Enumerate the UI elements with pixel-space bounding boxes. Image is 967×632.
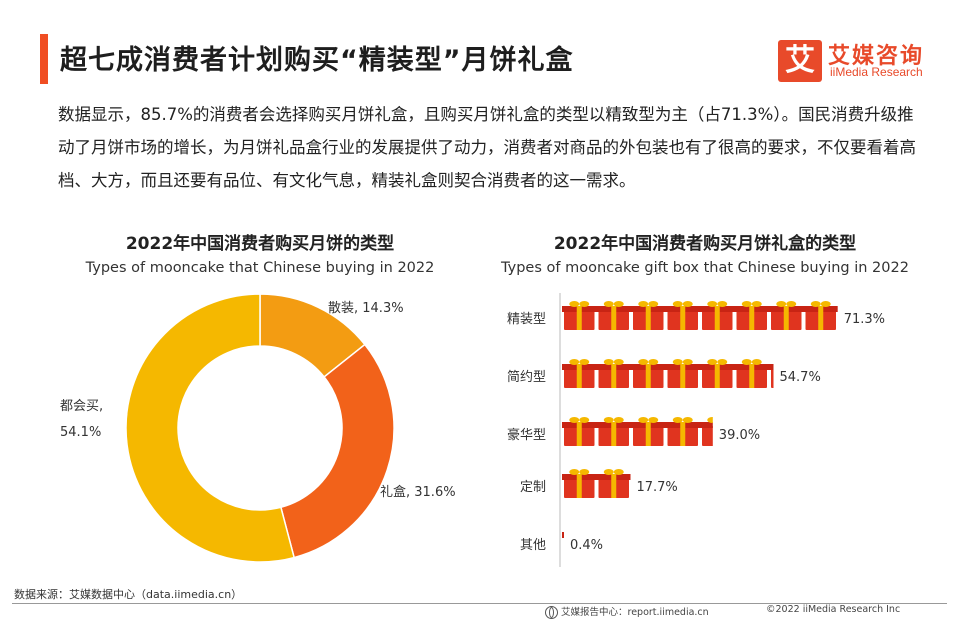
footer-divider <box>12 603 947 604</box>
donut-slice-1 <box>279 343 395 559</box>
brand-logo: 艾 艾媒咨询 iiMedia Research <box>778 36 948 86</box>
bar-category-label-3: 定制 <box>520 480 546 495</box>
bar-value-label-0: 71.3% <box>844 312 885 327</box>
donut-label-both-value: 54.1% <box>60 425 101 440</box>
bar-4 <box>562 532 564 538</box>
logo-mark-icon: 艾 <box>778 40 822 82</box>
bar-chart-title: 2022年中国消费者购买月饼礼盒的类型 <box>553 234 857 254</box>
bar-category-label-2: 豪华型 <box>507 427 546 443</box>
description-paragraph: 数据显示，85.7%的消费者会选择购买月饼礼盒，且购买月饼礼盒的类型以精致型为主… <box>58 105 916 190</box>
bar-3 <box>562 469 631 498</box>
bar-0 <box>562 301 838 330</box>
bar-value-label-3: 17.7% <box>636 480 677 495</box>
donut-chart: 散装, 14.3% 礼盒, 31.6% 都会买, 54.1% <box>60 293 456 563</box>
bar-chart-subtitle: Types of mooncake gift box that Chinese … <box>501 260 909 276</box>
donut-label-both-name: 都会买, <box>60 399 103 414</box>
bar-value-label-4: 0.4% <box>570 538 603 553</box>
donut-label-bulk: 散装, 14.3% <box>328 301 404 316</box>
bar-value-label-2: 39.0% <box>719 428 760 443</box>
logo-text-cn: 艾媒咨询 <box>828 44 925 69</box>
donut-chart-subtitle: Types of mooncake that Chinese buying in… <box>85 260 435 276</box>
globe-icon <box>545 606 558 619</box>
bar-1 <box>562 359 774 388</box>
bar-value-label-1: 54.7% <box>780 370 821 385</box>
copyright: ©2022 iiMedia Research Inc <box>766 604 901 615</box>
bar-category-label-1: 简约型 <box>507 369 546 385</box>
donut-chart-title: 2022年中国消费者购买月饼的类型 <box>125 234 395 254</box>
page-title: 超七成消费者计划购买“精装型”月饼礼盒 <box>60 45 574 76</box>
bar-category-label-4: 其他 <box>520 538 546 553</box>
report-center-link[interactable]: 艾媒报告中心：report.iimedia.cn <box>545 604 709 619</box>
data-source: 数据来源：艾媒数据中心（data.iimedia.cn） <box>14 588 243 601</box>
logo-text-en: iiMedia Research <box>830 65 923 79</box>
gift-box-bar-chart: 精装型 71.3% 简约型 54.7% 豪华型 39.0% 定制 17.7% 其他 0.4% <box>507 293 885 567</box>
title-accent-bar <box>40 34 48 84</box>
report-center-text: 艾媒报告中心：report.iimedia.cn <box>561 607 709 618</box>
donut-label-giftbox: 礼盒, 31.6% <box>380 484 456 500</box>
bar-2 <box>562 417 713 446</box>
bar-category-label-0: 精装型 <box>507 312 546 327</box>
donut-slice-2 <box>125 293 296 563</box>
